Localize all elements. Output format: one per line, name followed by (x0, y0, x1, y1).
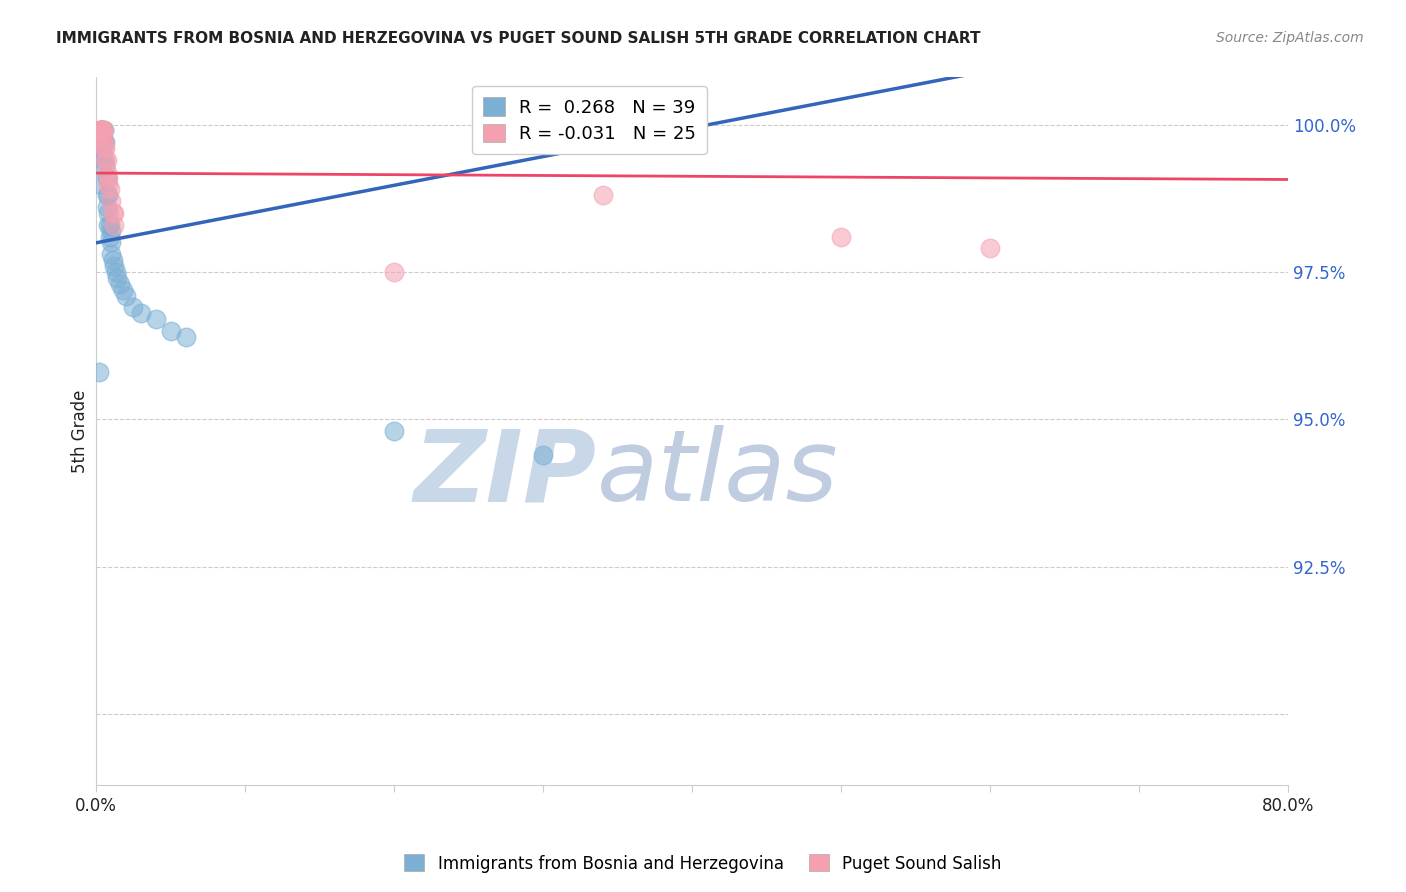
Point (531, 448, 554, 462)
Point (90, 123, 112, 137)
Point (98, 182, 121, 196)
Point (592, 188, 614, 202)
Point (91, 123, 114, 137)
Point (89, 123, 111, 137)
Point (98, 218, 121, 232)
Point (159, 324, 181, 338)
Point (104, 265, 127, 279)
Point (89, 177, 111, 191)
Point (651, 118, 673, 132)
Point (100, 235, 122, 250)
Point (90, 141, 112, 155)
Point (93, 136, 115, 150)
Point (103, 218, 125, 232)
Point (101, 206, 124, 220)
Point (91, 147, 114, 161)
Point (90, 123, 112, 137)
Point (101, 253, 124, 268)
Point (94, 141, 117, 155)
Point (105, 270, 128, 285)
Point (97, 206, 120, 220)
Point (93, 123, 115, 137)
Point (93, 123, 115, 137)
Point (94, 136, 117, 150)
Point (96, 153, 118, 167)
Point (96, 165, 118, 179)
Point (103, 206, 125, 220)
Point (98, 229, 121, 244)
Point (91, 123, 114, 137)
Point (129, 306, 152, 320)
Point (100, 247, 122, 261)
Point (100, 194, 122, 209)
Point (382, 424, 405, 438)
Point (97, 188, 120, 202)
Point (145, 312, 167, 326)
Point (96, 200, 118, 214)
Text: IMMIGRANTS FROM BOSNIA AND HERZEGOVINA VS PUGET SOUND SALISH 5TH GRADE CORRELATI: IMMIGRANTS FROM BOSNIA AND HERZEGOVINA V… (56, 31, 981, 46)
Point (382, 265, 405, 279)
Point (90, 123, 112, 137)
Point (93, 141, 115, 155)
Y-axis label: 5th Grade: 5th Grade (72, 390, 89, 473)
Text: ZIP: ZIP (413, 425, 596, 522)
Legend: R =  0.268   N = 39, R = -0.031   N = 25: R = 0.268 N = 39, R = -0.031 N = 25 (472, 87, 707, 154)
Point (96, 170, 118, 185)
Legend: Immigrants from Bosnia and Herzegovina, Puget Sound Salish: Immigrants from Bosnia and Herzegovina, … (398, 847, 1008, 880)
Point (91, 129, 114, 144)
Point (97, 170, 120, 185)
Point (96, 188, 118, 202)
Point (89, 365, 111, 379)
Point (174, 330, 197, 344)
Text: Source: ZipAtlas.com: Source: ZipAtlas.com (1216, 31, 1364, 45)
Point (90, 123, 112, 137)
Point (111, 283, 134, 297)
Point (115, 288, 138, 302)
Point (91, 123, 114, 137)
Point (93, 136, 115, 150)
Point (94, 159, 117, 173)
Point (94, 153, 117, 167)
Point (108, 277, 131, 291)
Point (103, 259, 125, 273)
Point (100, 224, 122, 238)
Point (97, 218, 120, 232)
Point (93, 153, 115, 167)
Point (979, 241, 1001, 255)
Point (830, 229, 852, 244)
Point (122, 301, 145, 315)
Point (97, 177, 120, 191)
Point (91, 123, 114, 137)
Text: atlas: atlas (596, 425, 838, 522)
Point (90, 129, 112, 144)
